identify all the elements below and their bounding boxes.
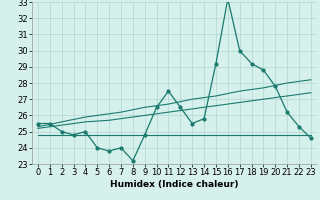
X-axis label: Humidex (Indice chaleur): Humidex (Indice chaleur) bbox=[110, 180, 239, 189]
